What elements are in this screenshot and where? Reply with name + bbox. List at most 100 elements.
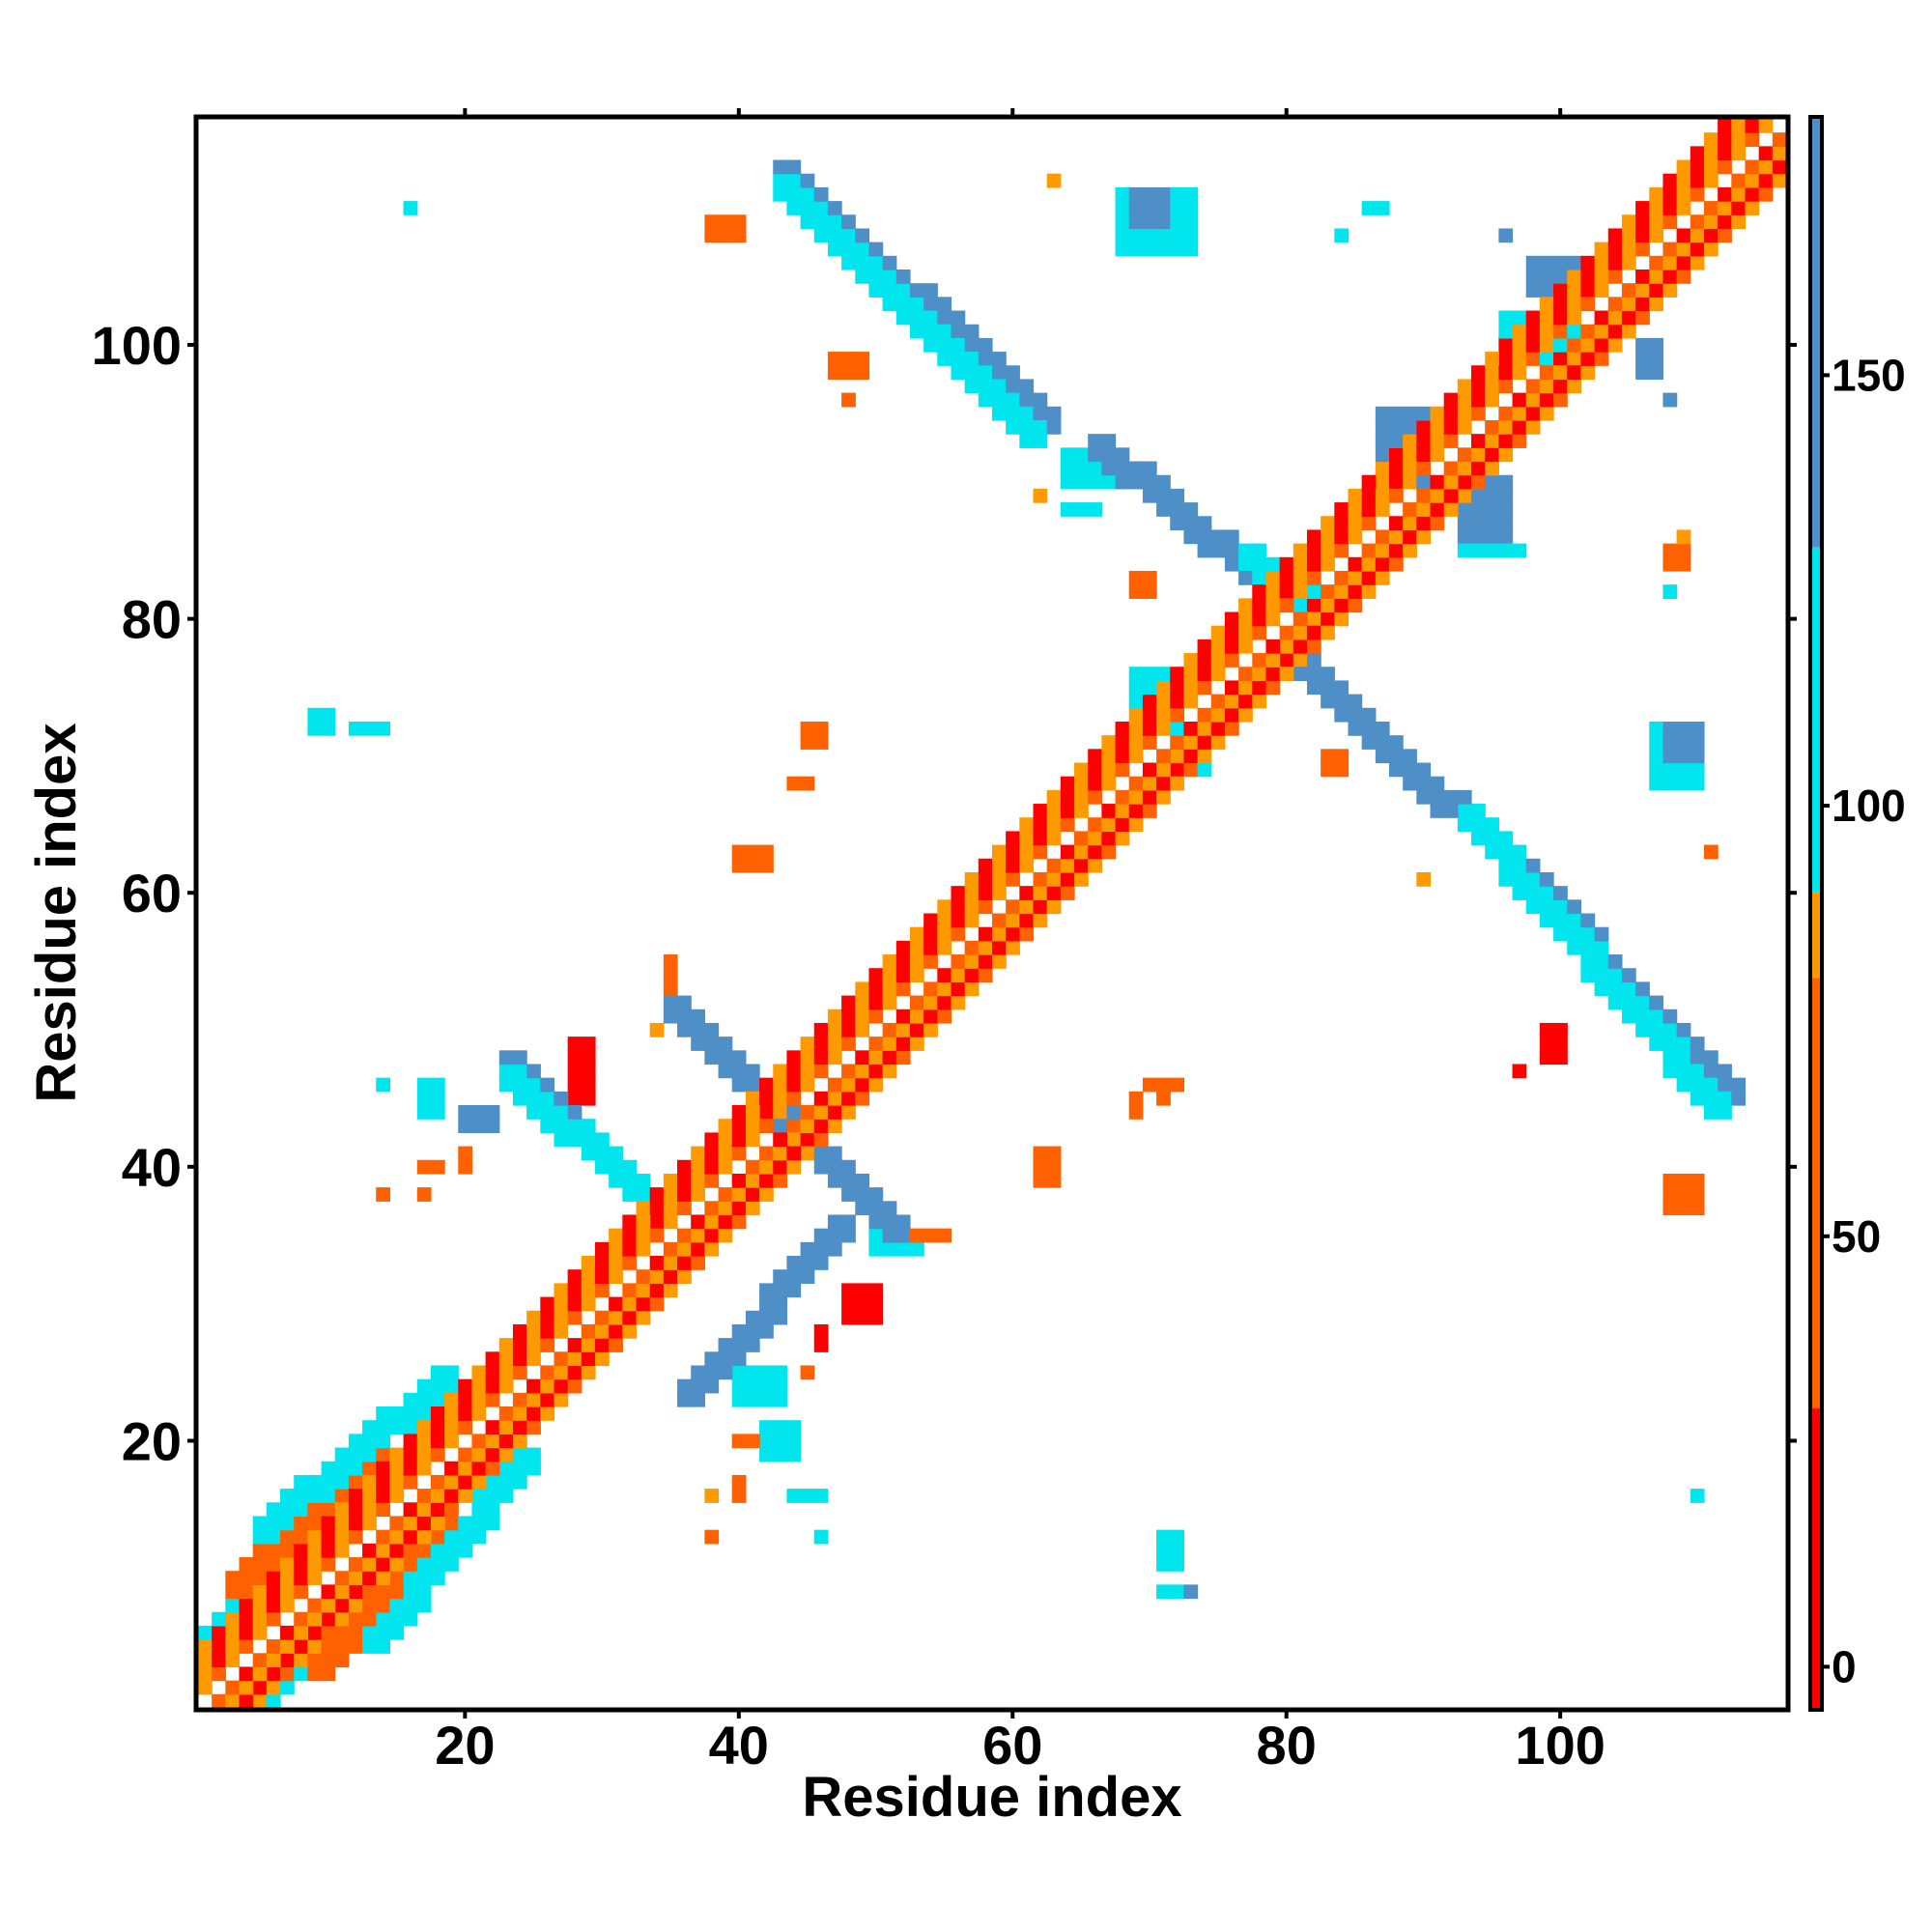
heatmap-cell [1471,365,1486,381]
heatmap-cell [622,1159,638,1175]
heatmap-cell [567,1050,582,1065]
heatmap-cell [731,1392,747,1407]
heatmap-cell [471,1474,487,1490]
heatmap-cell [937,968,952,982]
heatmap-cell [1539,297,1554,312]
heatmap-cell [1662,1187,1678,1202]
heatmap-cell [471,1529,487,1545]
heatmap-cell [1252,667,1267,682]
heatmap-cell [636,1269,651,1284]
heatmap-cell [1033,913,1048,928]
heatmap-cell [609,1159,623,1175]
heatmap-cell [909,926,924,942]
heatmap-cell [1718,1091,1732,1106]
heatmap-cell [540,1296,555,1312]
heatmap-cell [403,1406,418,1421]
heatmap-cell [321,1557,336,1572]
heatmap-cell [1348,694,1363,709]
heatmap-cell [759,1378,774,1394]
heatmap-cell [827,1119,842,1133]
heatmap-cell [895,1022,911,1037]
heatmap-cell [1403,762,1417,778]
heatmap-cell [800,1146,815,1161]
heatmap-cell [841,1077,856,1093]
heatmap-cell [731,1489,747,1503]
heatmap-cell [773,1434,788,1449]
heatmap-cell [773,1119,788,1133]
heatmap-cell [731,1434,747,1449]
heatmap-cell [827,1050,842,1065]
heatmap-cell [321,1598,336,1613]
heatmap-cell [978,858,993,873]
heatmap-cell [1512,310,1527,326]
heatmap-cell [855,1310,870,1325]
heatmap-cell [416,1461,432,1476]
heatmap-cell [1128,228,1144,243]
heatmap-cell [759,1159,774,1175]
heatmap-cell [225,1611,241,1627]
heatmap-cell [485,1119,500,1133]
heatmap-cell [1498,434,1514,448]
heatmap-cell [1662,214,1678,230]
heatmap-cell [498,1064,514,1079]
heatmap-cell [1060,886,1075,900]
heatmap-cell [909,1022,924,1037]
heatmap-cell [978,954,993,969]
heatmap-cell [827,1091,842,1106]
heatmap-cell [786,1489,802,1503]
heatmap-cell [1183,502,1199,517]
heatmap-cell [294,1502,308,1518]
heatmap-cell [992,858,1007,873]
heatmap-cell [841,1187,856,1202]
heatmap-cell [1498,379,1514,394]
heatmap-cell [526,1392,541,1407]
heatmap-cell [1607,228,1623,243]
heatmap-cell [334,1474,350,1490]
heatmap-cell [348,1529,363,1545]
heatmap-cell [1635,981,1650,997]
heatmap-cell [855,1187,870,1202]
heatmap-cell [951,981,966,997]
heatmap-cell [663,1187,678,1202]
heatmap-cell [1128,461,1144,476]
heatmap-cell [1224,556,1239,572]
heatmap-cell [1471,447,1486,463]
heatmap-cell [1525,899,1541,915]
heatmap-cell [1525,871,1541,887]
heatmap-cell [937,1009,952,1024]
heatmap-cell [540,1105,555,1120]
heatmap-cell [1088,461,1102,476]
heatmap-cell [526,1447,541,1463]
heatmap-cell [1443,419,1459,435]
heatmap-cell [1170,735,1185,750]
heatmap-cell [1662,392,1678,408]
heatmap-cell [1115,817,1130,833]
heatmap-cell [1690,1201,1705,1216]
heatmap-cell [1580,926,1596,942]
heatmap-cell [622,1310,638,1325]
heatmap-cell [1060,502,1075,517]
heatmap-cell [266,1598,281,1613]
heatmap-cell [1183,735,1199,750]
heatmap-cell [745,1201,760,1216]
heatmap-cell [800,214,815,230]
heatmap-cell [416,1105,432,1120]
heatmap-cell [882,297,897,312]
heatmap-cell [731,1351,747,1367]
heatmap-cell [1060,789,1075,805]
heatmap-cell [1607,242,1623,257]
heatmap-cell [1594,981,1609,997]
heatmap-cell [567,1132,582,1148]
heatmap-cell [1471,434,1486,448]
heatmap-cell [882,1228,897,1243]
heatmap-cell [909,1241,924,1257]
heatmap-cell [813,1338,829,1352]
heatmap-cell [1772,159,1787,175]
heatmap-cell [1334,543,1350,558]
heatmap-cell [1293,667,1308,682]
heatmap-cell [567,1296,582,1312]
heatmap-cell [609,1173,623,1188]
heatmap-cell [1703,1105,1719,1120]
heatmap-cell [978,337,993,353]
